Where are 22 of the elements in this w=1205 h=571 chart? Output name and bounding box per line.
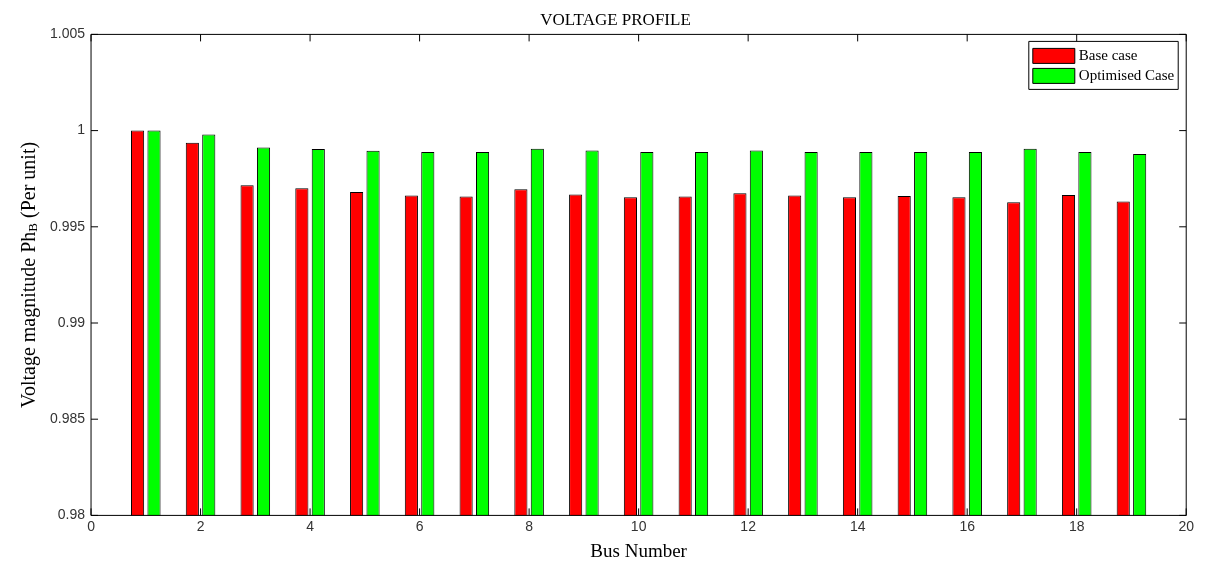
x-tick-label: 20 (1178, 517, 1195, 534)
x-tick-label: 0 (87, 517, 96, 534)
x-tick-label: 12 (740, 517, 757, 534)
y-tick-label: 0.99 (57, 313, 86, 330)
x-axis-title: Bus Number (590, 539, 688, 561)
legend-label: Optimised Case (1078, 67, 1175, 84)
y-tick-label: 0.98 (57, 506, 86, 523)
x-tick-label: 8 (525, 517, 534, 534)
x-tick-label: 4 (306, 517, 315, 534)
y-tick-label: 1 (77, 121, 86, 138)
y-tick-label: 1.005 (49, 25, 86, 42)
x-tick-label: 6 (415, 517, 424, 534)
x-tick-label: 2 (196, 517, 205, 534)
chart-title: VOLTAGE PROFILE (540, 9, 691, 29)
x-tick-label: 14 (849, 517, 866, 534)
x-tick-label: 16 (959, 517, 976, 534)
y-tick-label: 0.985 (49, 410, 86, 427)
y-tick-label: 0.995 (49, 217, 86, 234)
x-tick-label: 18 (1068, 517, 1085, 534)
x-tick-label: 10 (630, 517, 647, 534)
legend-label: Base case (1078, 47, 1138, 64)
y-axis-title: Voltage magnitude PhB (Per unit) (17, 141, 41, 408)
